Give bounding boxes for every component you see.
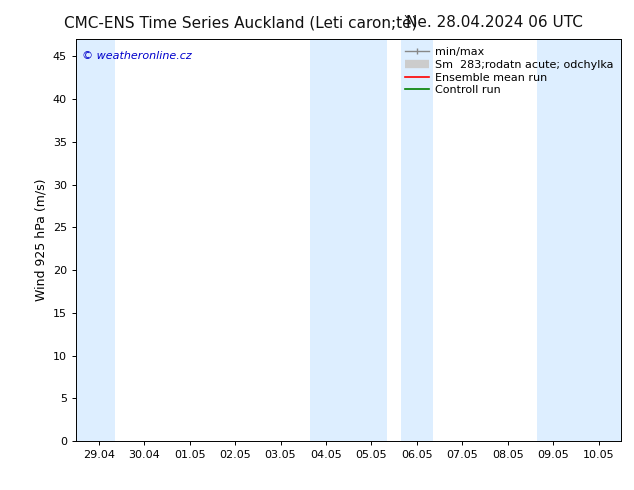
- Text: Ne. 28.04.2024 06 UTC: Ne. 28.04.2024 06 UTC: [406, 15, 583, 30]
- Bar: [310, 39, 387, 441]
- Legend: min/max, Sm  283;rodatn acute; odchylka, Ensemble mean run, Controll run: min/max, Sm 283;rodatn acute; odchylka, …: [401, 43, 618, 100]
- Y-axis label: Wind 925 hPa (m/s): Wind 925 hPa (m/s): [34, 179, 48, 301]
- Text: © weatheronline.cz: © weatheronline.cz: [82, 51, 191, 61]
- Bar: [76, 39, 115, 441]
- Bar: [537, 39, 621, 441]
- Bar: [401, 39, 433, 441]
- Text: CMC-ENS Time Series Auckland (Leti caron;tě): CMC-ENS Time Series Auckland (Leti caron…: [64, 15, 418, 30]
